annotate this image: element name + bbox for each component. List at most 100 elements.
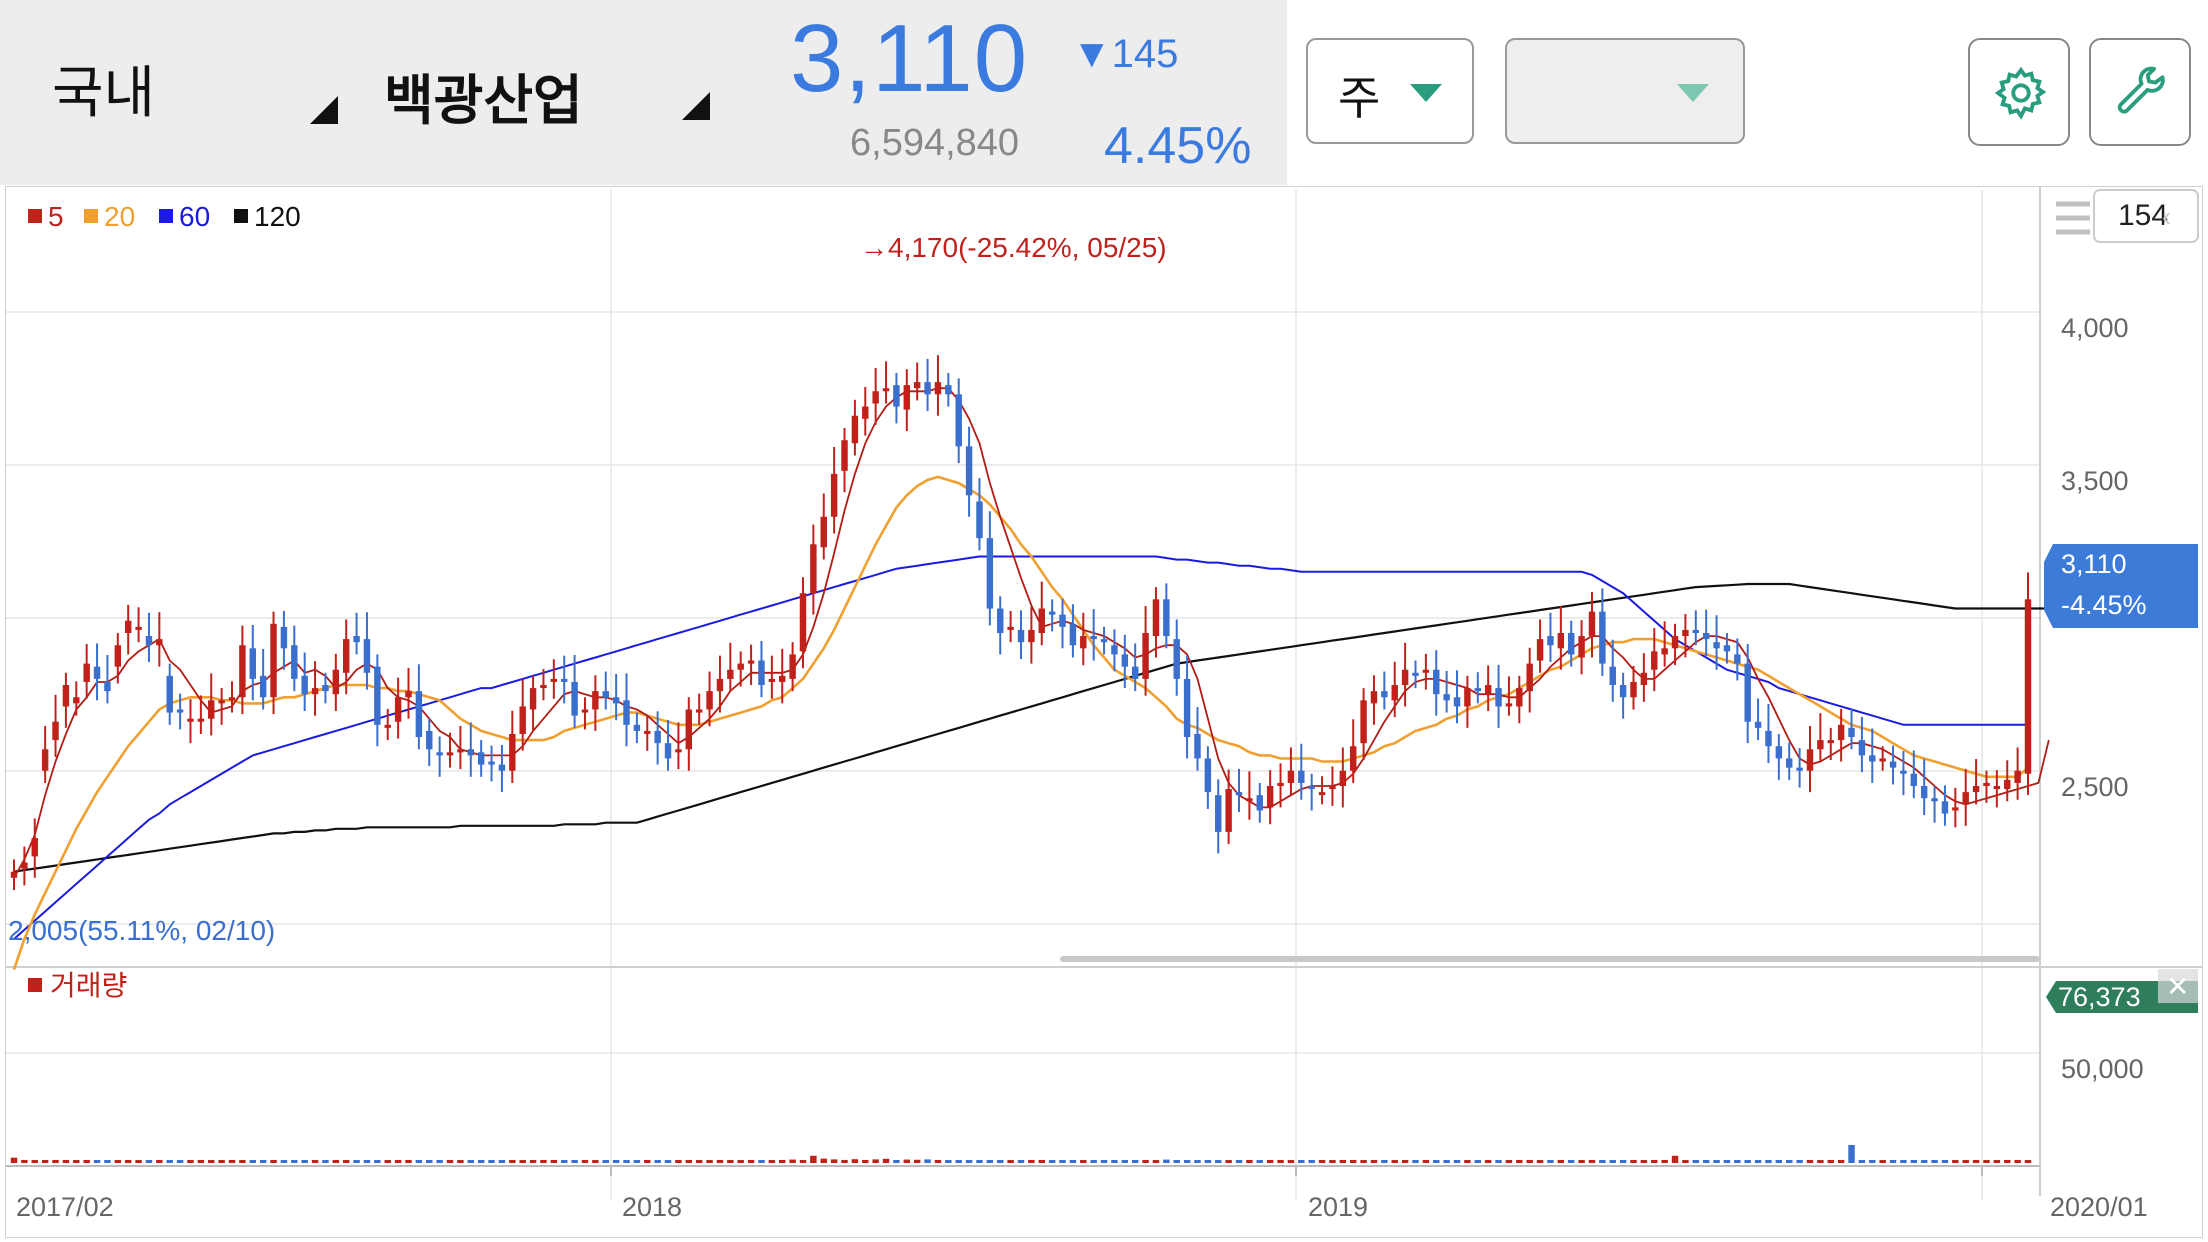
legend-label-20: 20 <box>104 201 135 232</box>
candle-body <box>384 724 391 728</box>
candle-body <box>1910 773 1918 786</box>
candle <box>1900 751 1907 796</box>
candle-body <box>1837 724 1845 741</box>
candle <box>924 358 931 412</box>
menu-icon[interactable] <box>2056 201 2090 235</box>
candle <box>955 378 962 464</box>
candle <box>1246 771 1253 820</box>
candle-body <box>1433 669 1440 695</box>
candle-body <box>2024 599 2032 774</box>
candle-body <box>1952 807 1959 811</box>
chevron-down-icon <box>1410 84 1442 102</box>
candle-body <box>1599 611 1606 664</box>
candle-body <box>1869 755 1876 762</box>
candle <box>228 681 236 713</box>
wrench-icon <box>2117 66 2165 114</box>
market-dropdown-icon[interactable] <box>310 96 338 124</box>
candle <box>644 715 651 751</box>
candle <box>789 642 796 692</box>
volume-bar <box>1474 1160 1482 1163</box>
volume-bar <box>1235 1160 1243 1163</box>
settings-button[interactable] <box>1968 38 2070 146</box>
candle <box>1651 628 1658 692</box>
volume-bar <box>592 1160 599 1163</box>
volume-bar <box>145 1160 153 1163</box>
candle-body <box>716 678 724 692</box>
candle <box>1225 769 1232 845</box>
volume-bar <box>197 1160 205 1163</box>
volume-bar <box>997 1160 1004 1163</box>
tools-button[interactable] <box>2089 38 2191 146</box>
candle-body <box>509 733 516 771</box>
candle-body <box>93 666 101 679</box>
high-annotation: →4,170(-25.42%, 05/25) <box>860 232 1167 263</box>
volume-bar <box>1827 1160 1834 1163</box>
volume-bar <box>1588 1160 1596 1163</box>
candle-body <box>1121 654 1129 667</box>
candle-body <box>1225 789 1232 832</box>
volume-bar <box>166 1160 173 1163</box>
candle <box>810 524 817 615</box>
indicator-dropdown[interactable] <box>1505 38 1745 144</box>
candle <box>976 478 983 551</box>
volume-bar <box>2014 1160 2021 1163</box>
candle <box>41 726 49 783</box>
stock-dropdown-icon[interactable] <box>682 92 710 120</box>
volume-bar <box>1443 1160 1450 1163</box>
volume-bar <box>1495 1160 1502 1163</box>
candle-body <box>322 685 329 692</box>
volume-bar <box>498 1160 506 1163</box>
candle <box>1630 666 1637 710</box>
candle <box>1266 770 1274 825</box>
volume-bar <box>789 1159 796 1163</box>
candle <box>592 675 599 731</box>
volume-tick: 50,000 <box>2061 1054 2144 1084</box>
candle <box>1038 581 1045 646</box>
candle <box>124 604 132 655</box>
candle-body <box>1786 758 1793 768</box>
candle-body <box>1298 770 1305 783</box>
candle-body <box>218 700 225 704</box>
candle <box>311 661 319 716</box>
volume-bar <box>73 1160 80 1163</box>
legend-label-60: 60 <box>179 201 210 232</box>
volume-bar <box>872 1159 879 1163</box>
market-selector[interactable]: 국내 <box>52 61 156 126</box>
volume-bar <box>1266 1160 1274 1163</box>
stock-name[interactable]: 백광산업 <box>384 69 583 132</box>
volume-bar <box>1318 1160 1326 1163</box>
volume-panel-close[interactable] <box>2158 969 2198 1003</box>
candle-body <box>1256 795 1263 811</box>
horizontal-scrollbar[interactable] <box>1060 956 2040 962</box>
candle-body <box>1920 786 1928 799</box>
volume-bar <box>83 1160 90 1163</box>
candle <box>1713 615 1720 670</box>
volume-bar <box>1349 1160 1357 1163</box>
candle <box>1723 633 1731 664</box>
candle <box>1702 609 1710 656</box>
volume-bar <box>93 1160 101 1163</box>
candle-body <box>1339 770 1347 786</box>
candle <box>332 653 340 712</box>
volume-bar <box>1734 1160 1741 1163</box>
candle-body <box>332 669 340 695</box>
period-count-box[interactable]: 154 ‹ <box>2093 189 2199 243</box>
candle <box>1806 726 1814 793</box>
volume-bar <box>1422 1160 1430 1163</box>
candle <box>1786 742 1793 780</box>
candle <box>1121 634 1129 689</box>
period-dropdown[interactable]: 주 <box>1306 38 1474 144</box>
candle <box>1381 671 1388 710</box>
candle <box>1692 610 1700 646</box>
candle-body <box>1900 770 1907 774</box>
price-tick: 4,000 <box>2061 313 2129 343</box>
volume-bar <box>1121 1160 1129 1163</box>
candle <box>62 672 70 728</box>
candle <box>291 625 298 692</box>
trade-volume: 6,594,840 <box>850 122 1020 164</box>
candle <box>488 745 495 782</box>
current-price-tag: 3,110 -4.45% <box>2044 544 2198 628</box>
volume-bar <box>1651 1160 1658 1163</box>
candle-body <box>114 645 122 667</box>
